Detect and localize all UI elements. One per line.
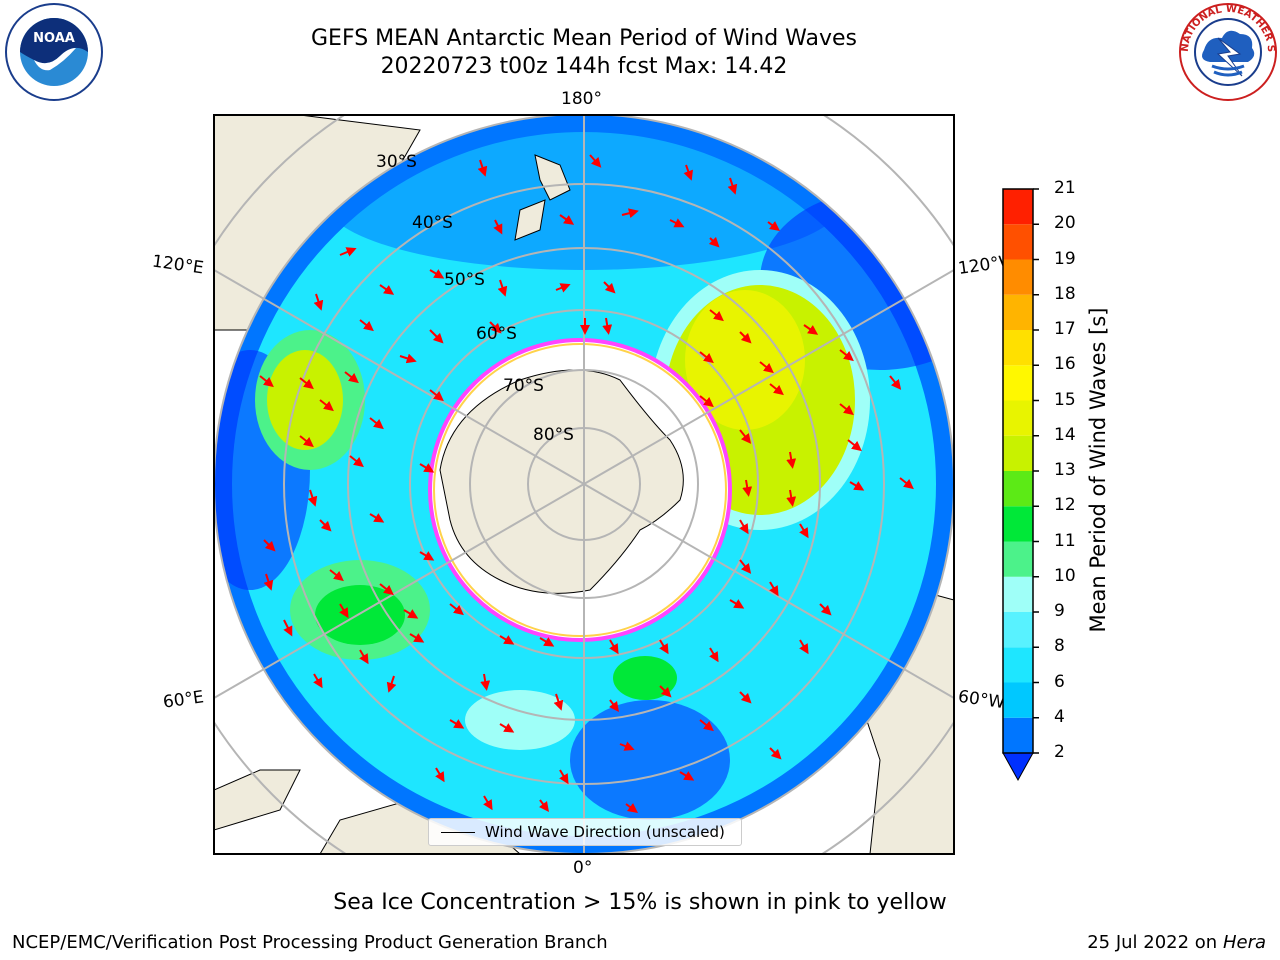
colorbar-title: Mean Period of Wind Waves [s] <box>1086 307 1110 633</box>
colorbar-tick-label: 6 <box>1054 671 1065 692</box>
colorbar-tick-label: 8 <box>1054 636 1065 657</box>
colorbar-tick-label: 10 <box>1054 565 1076 586</box>
lat-label-60s: 60°S <box>476 324 517 344</box>
colorbar-segment <box>1003 330 1033 366</box>
colorbar-segment <box>1003 506 1033 542</box>
chart-subtitle: 20220723 t00z 144h fcst Max: 14.42 <box>380 54 788 79</box>
lat-label-40s: 40°S <box>412 213 453 233</box>
lat-label-50s: 50°S <box>444 270 485 290</box>
colorbar-tick-label: 12 <box>1054 495 1076 516</box>
legend-line-icon <box>441 831 475 833</box>
colorbar-segment <box>1003 400 1033 436</box>
colorbar-tick-label: 13 <box>1054 460 1076 480</box>
antarctica-land <box>439 369 684 594</box>
colorbar-tick-label: 17 <box>1054 319 1076 339</box>
colorbar-segment <box>1003 189 1033 225</box>
colorbar-segment <box>1003 259 1033 295</box>
map-legend: Wind Wave Direction (unscaled) <box>428 818 742 846</box>
colorbar-segment <box>1003 717 1033 753</box>
colorbar-tick-label: 2 <box>1054 742 1065 762</box>
colorbar-tick-label: 19 <box>1054 248 1076 269</box>
colorbar-segment <box>1003 365 1033 401</box>
colorbar-segment <box>1003 682 1033 718</box>
colorbar-segment <box>1003 612 1033 648</box>
colorbar-segment <box>1003 647 1033 683</box>
legend-label: Wind Wave Direction (unscaled) <box>485 823 725 841</box>
noaa-logo-icon: NOAA <box>5 3 103 101</box>
colorbar-segment <box>1003 576 1033 612</box>
nws-logo-icon: NATIONAL WEATHER SERVICE <box>1178 2 1277 101</box>
colorbar-tick-label: 14 <box>1054 424 1076 445</box>
colorbar-segment <box>1003 435 1033 471</box>
date-label: 25 Jul 2022 on <box>1087 932 1218 953</box>
colorbar-tick-label: 9 <box>1054 601 1065 621</box>
colorbar-tick-label: 18 <box>1054 283 1076 304</box>
colorbar-tick-label: 20 <box>1054 213 1076 234</box>
colorbar <box>1002 188 1039 782</box>
lon-label-0: 0° <box>573 858 593 878</box>
machine-name: Hera <box>1222 932 1266 953</box>
colorbar-segment <box>1003 294 1033 330</box>
lon-label-180: 180° <box>561 89 602 109</box>
date-text: 25 Jul 2022 on Hera <box>1087 932 1266 953</box>
svg-text:NOAA: NOAA <box>33 31 75 46</box>
colorbar-segment <box>1003 471 1033 507</box>
lat-label-80s: 80°S <box>533 425 574 445</box>
colorbar-segment <box>1003 541 1033 577</box>
colorbar-tick-label: 15 <box>1054 389 1076 410</box>
credit-text: NCEP/EMC/Verification Post Processing Pr… <box>12 932 608 953</box>
colorbar-under-triangle <box>1002 752 1034 782</box>
colorbar-tick-label: 11 <box>1054 530 1076 551</box>
colorbar-tick-label: 16 <box>1054 354 1076 375</box>
lat-label-30s: 30°S <box>376 152 417 172</box>
lat-label-70s: 70°S <box>503 376 544 396</box>
colorbar-tick-label: 21 <box>1054 178 1076 198</box>
graticule <box>214 115 954 854</box>
map-frame <box>213 114 955 855</box>
sea-ice-caption: Sea Ice Concentration > 15% is shown in … <box>333 890 947 915</box>
chart-title: GEFS MEAN Antarctic Mean Period of Wind … <box>311 26 857 51</box>
wind-direction-arrows <box>259 154 914 813</box>
colorbar-segment <box>1003 224 1033 260</box>
colorbar-tick-label: 4 <box>1054 706 1065 727</box>
